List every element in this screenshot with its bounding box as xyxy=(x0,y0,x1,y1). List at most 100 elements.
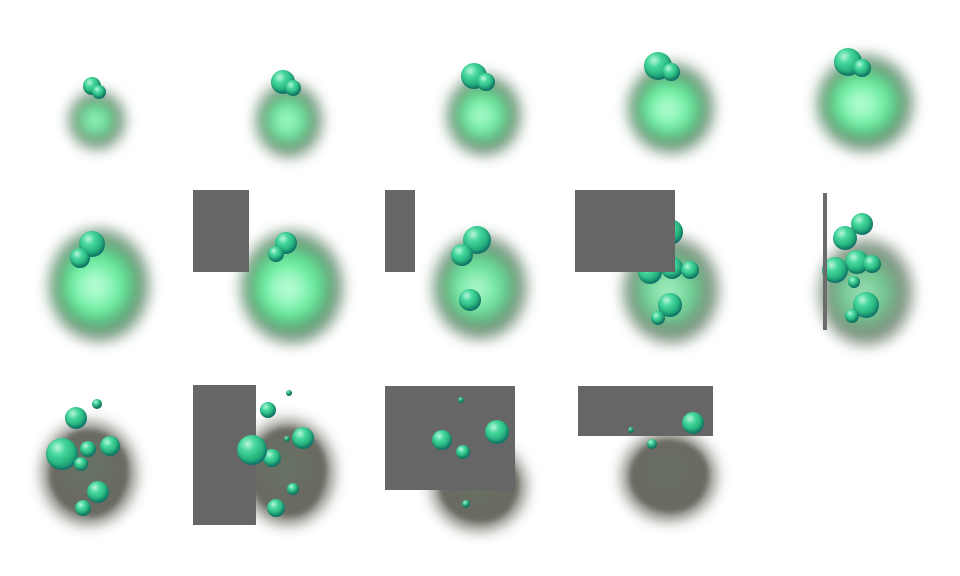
bud-sphere xyxy=(853,59,871,77)
bud-sphere xyxy=(485,420,509,444)
occlusion-rect xyxy=(575,190,675,272)
bud-sphere xyxy=(451,244,473,266)
cell-glow-outer xyxy=(452,80,516,150)
cell-halo xyxy=(431,441,527,531)
bud-sphere xyxy=(459,289,481,311)
cell-halo xyxy=(623,237,719,343)
cell-core-bright xyxy=(458,269,499,310)
cell-halo xyxy=(49,229,149,341)
cell-halo xyxy=(628,63,714,153)
cell-glow-mid xyxy=(835,258,895,324)
bud-sphere xyxy=(275,232,297,254)
bud-sphere xyxy=(286,390,292,396)
bud-sphere xyxy=(461,63,487,89)
bud-sphere xyxy=(463,226,491,254)
cell-glow-mid xyxy=(643,80,697,134)
cell-glow-mid xyxy=(66,249,131,319)
bud-sphere xyxy=(848,276,860,288)
bud-sphere xyxy=(271,70,295,94)
bud-sphere xyxy=(92,399,102,409)
bud-sphere xyxy=(285,80,301,96)
bud-sphere-overlay xyxy=(237,435,267,465)
bud-sphere-overlay xyxy=(485,420,509,444)
bud-sphere-overlay xyxy=(432,430,452,450)
bud-sphere xyxy=(477,73,495,91)
bud-sphere xyxy=(65,407,87,429)
bud-sphere xyxy=(292,427,314,449)
bud-sphere xyxy=(651,311,665,325)
bud-sphere xyxy=(432,430,452,450)
bud-sphere xyxy=(100,436,120,456)
bud-sphere xyxy=(845,309,859,323)
bud-sphere xyxy=(87,481,109,503)
cell-body xyxy=(630,440,708,512)
cell-core-bright xyxy=(76,266,119,310)
bud-sphere xyxy=(644,52,672,80)
occlusion-rect xyxy=(385,190,415,272)
cell-glow-mid xyxy=(833,73,895,132)
cell-glow-outer xyxy=(822,60,908,146)
occlusion-rect xyxy=(193,190,249,272)
cell-core-bright xyxy=(86,112,107,131)
cell-fluorescence xyxy=(259,436,317,499)
bud-sphere xyxy=(822,257,848,283)
bud-sphere xyxy=(263,449,281,467)
bud-sphere xyxy=(46,438,78,470)
cell-core-bright xyxy=(651,93,688,127)
bud-sphere xyxy=(462,500,470,508)
cell-glow-outer xyxy=(261,88,317,152)
bud-sphere xyxy=(845,250,869,274)
cell-glow-mid xyxy=(449,254,509,318)
bud-sphere-overlay xyxy=(628,427,634,433)
cell-halo xyxy=(41,421,137,525)
bud-sphere xyxy=(458,397,464,403)
bud-sphere xyxy=(638,260,662,284)
cell-halo xyxy=(447,75,521,155)
occlusion-rect xyxy=(385,386,515,490)
bud-sphere xyxy=(80,441,96,457)
occlusion-line xyxy=(823,193,827,330)
cell-glow-outer xyxy=(74,96,120,144)
bud-sphere-overlay xyxy=(458,397,464,403)
bud-sphere xyxy=(682,412,704,434)
cell-halo xyxy=(819,239,913,345)
cell-glow-outer xyxy=(633,68,709,148)
bud-sphere xyxy=(681,261,699,279)
bud-sphere xyxy=(661,257,683,279)
cell-core-bright xyxy=(275,108,301,135)
cell-halo xyxy=(256,83,322,157)
cell-glow-outer xyxy=(246,236,338,338)
cell-glow-mid xyxy=(81,104,112,135)
bud-sphere xyxy=(260,402,276,418)
bud-sphere xyxy=(268,246,284,262)
cell-fluorescence xyxy=(639,447,699,498)
bud-sphere xyxy=(834,48,862,76)
bud-sphere xyxy=(658,293,682,317)
cell-glow-outer xyxy=(628,242,714,338)
cell-core-bright xyxy=(268,268,313,312)
cell-halo xyxy=(69,91,125,149)
cell-core-bright xyxy=(844,274,885,315)
cell-body xyxy=(440,450,518,522)
cell-glow-outer xyxy=(824,244,908,340)
bud-sphere xyxy=(647,234,667,254)
cell-glow-mid xyxy=(258,251,324,321)
bud-sphere xyxy=(92,85,106,99)
bud-sphere xyxy=(851,213,873,235)
cell-halo xyxy=(621,431,717,521)
cell-glow-outer xyxy=(438,240,522,334)
cell-halo xyxy=(817,55,913,151)
